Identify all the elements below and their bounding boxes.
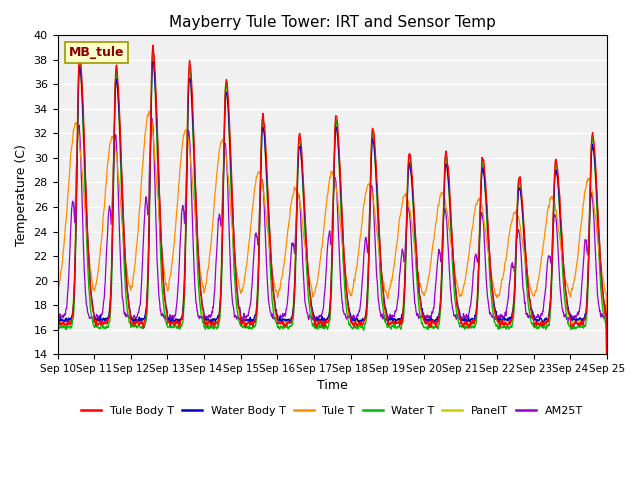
Tule Body T xyxy=(603,467,611,472)
X-axis label: Time: Time xyxy=(317,379,348,392)
Water T xyxy=(555,187,563,192)
PanelT xyxy=(555,193,563,199)
Water Body T xyxy=(570,315,578,321)
Tule Body T xyxy=(570,322,578,328)
Tule T xyxy=(54,285,61,291)
Tule Body T xyxy=(492,315,500,321)
PanelT xyxy=(492,314,500,320)
AM25T xyxy=(207,312,215,318)
Line: AM25T: AM25T xyxy=(58,119,607,468)
Water Body T xyxy=(603,465,611,471)
AM25T xyxy=(348,314,356,320)
Tule Body T xyxy=(149,42,157,48)
Water T xyxy=(360,324,368,329)
Tule Body T xyxy=(54,318,61,324)
Water Body T xyxy=(54,318,61,324)
Tule T xyxy=(207,241,215,247)
PanelT xyxy=(54,318,61,324)
PanelT xyxy=(603,466,611,472)
Water T xyxy=(492,323,500,329)
Tule Body T xyxy=(555,178,563,183)
PanelT xyxy=(348,318,356,324)
AM25T xyxy=(360,249,368,255)
AM25T xyxy=(570,313,578,319)
Tule T xyxy=(555,228,563,234)
Water T xyxy=(54,324,61,330)
PanelT xyxy=(570,318,578,324)
Line: Tule Body T: Tule Body T xyxy=(58,45,607,469)
Water Body T xyxy=(555,187,563,193)
Line: PanelT: PanelT xyxy=(58,57,607,469)
AM25T xyxy=(603,465,611,471)
Line: Tule T: Tule T xyxy=(58,111,607,443)
PanelT xyxy=(149,54,157,60)
Line: Water Body T: Water Body T xyxy=(58,62,607,468)
Water T xyxy=(348,325,356,331)
Tule T xyxy=(570,278,578,284)
AM25T xyxy=(492,312,500,317)
Tule Body T xyxy=(348,319,356,325)
Y-axis label: Temperature (C): Temperature (C) xyxy=(15,144,28,246)
PanelT xyxy=(207,320,215,325)
Water T xyxy=(149,49,157,55)
AM25T xyxy=(54,314,61,320)
Water Body T xyxy=(360,316,368,322)
Tule T xyxy=(603,440,611,446)
Water T xyxy=(603,467,611,473)
Tule Body T xyxy=(360,317,368,323)
PanelT xyxy=(360,316,368,322)
Water Body T xyxy=(207,319,215,325)
Tule T xyxy=(348,288,356,294)
Text: MB_tule: MB_tule xyxy=(68,46,124,59)
AM25T xyxy=(555,257,563,263)
Tule T xyxy=(145,108,153,114)
Tule T xyxy=(360,201,368,207)
Line: Water T: Water T xyxy=(58,52,607,470)
Water Body T xyxy=(149,59,157,65)
Tule Body T xyxy=(207,323,215,328)
Water Body T xyxy=(492,309,500,315)
Title: Mayberry Tule Tower: IRT and Sensor Temp: Mayberry Tule Tower: IRT and Sensor Temp xyxy=(169,15,495,30)
Legend: Tule Body T, Water Body T, Tule T, Water T, PanelT, AM25T: Tule Body T, Water Body T, Tule T, Water… xyxy=(77,401,588,420)
Tule T xyxy=(492,292,500,298)
Water Body T xyxy=(348,316,356,322)
AM25T xyxy=(148,116,156,121)
Water T xyxy=(570,326,578,332)
Water T xyxy=(207,323,215,328)
